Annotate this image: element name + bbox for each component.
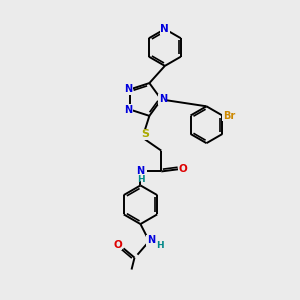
Text: N: N (124, 105, 133, 115)
Text: N: N (159, 94, 167, 104)
Text: N: N (124, 84, 133, 94)
Text: S: S (141, 129, 149, 139)
Text: H: H (137, 175, 144, 184)
Text: N: N (136, 167, 145, 176)
Text: N: N (160, 24, 169, 34)
Text: O: O (179, 164, 188, 174)
Text: H: H (157, 241, 164, 250)
Text: Br: Br (223, 110, 235, 121)
Text: N: N (147, 236, 155, 245)
Text: O: O (113, 240, 122, 250)
